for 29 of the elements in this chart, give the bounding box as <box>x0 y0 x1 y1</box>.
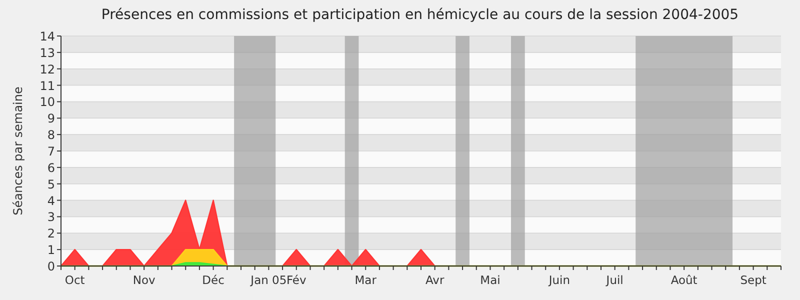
y-tick-label: 3 <box>47 210 55 224</box>
x-tick-label: Fév <box>286 273 307 287</box>
x-tick-label: Juin <box>548 273 570 287</box>
y-tick-label: 1 <box>47 243 55 258</box>
x-tick-label: Jan 05 <box>250 273 287 287</box>
y-tick-label: 9 <box>47 112 55 126</box>
y-tick-label: 2 <box>47 226 55 241</box>
y-tick-label: 14 <box>40 30 55 44</box>
y-tick-label: 0 <box>47 260 55 274</box>
y-tick-label: 13 <box>40 46 55 60</box>
x-tick-label: Août <box>670 273 698 287</box>
y-tick-label: 5 <box>47 177 55 192</box>
x-tick-label: Mai <box>480 273 500 287</box>
y-tick-label: 10 <box>40 95 55 110</box>
x-tick-label: Nov <box>132 273 156 287</box>
x-tick-label: Oct <box>64 273 86 287</box>
y-tick-label: 12 <box>40 62 55 76</box>
y-tick-label: 11 <box>40 78 55 93</box>
y-tick-label: 6 <box>47 160 55 175</box>
x-tick-label: Déc <box>202 273 224 287</box>
x-tick-label: Mar <box>354 273 377 287</box>
y-axis-title: Séances par semaine <box>11 86 25 216</box>
y-tick-label: 7 <box>47 144 55 158</box>
y-tick-label: 4 <box>47 194 55 208</box>
x-tick-label: Avr <box>425 273 444 287</box>
chart-title: Présences en commissions et participation en hémicycle au cours de la session 2004-2005 <box>101 7 739 23</box>
x-tick-label: Sept <box>740 273 767 287</box>
x-tick-label: Juil <box>605 273 624 287</box>
y-tick-label: 8 <box>47 128 55 142</box>
